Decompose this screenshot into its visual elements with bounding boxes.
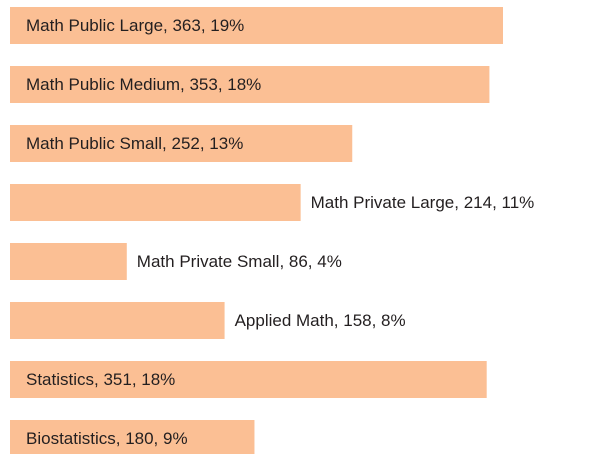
bar-label: Math Public Small, 252, 13% [26,134,243,153]
bar [10,243,127,280]
bar [10,361,487,398]
bar-label: Math Public Medium, 353, 18% [26,75,261,94]
bar [10,302,225,339]
bar [10,125,353,162]
bar [10,66,490,103]
bar-label: Statistics, 351, 18% [26,370,175,389]
bar-label: Math Public Large, 363, 19% [26,16,244,35]
bar [10,184,301,221]
bar [10,7,503,44]
bar-label: Math Private Small, 86, 4% [137,252,342,271]
bar-label: Applied Math, 158, 8% [235,311,406,330]
bar [10,420,255,454]
bar-label: Biostatistics, 180, 9% [26,429,188,448]
bar-label: Math Private Large, 214, 11% [311,193,535,212]
